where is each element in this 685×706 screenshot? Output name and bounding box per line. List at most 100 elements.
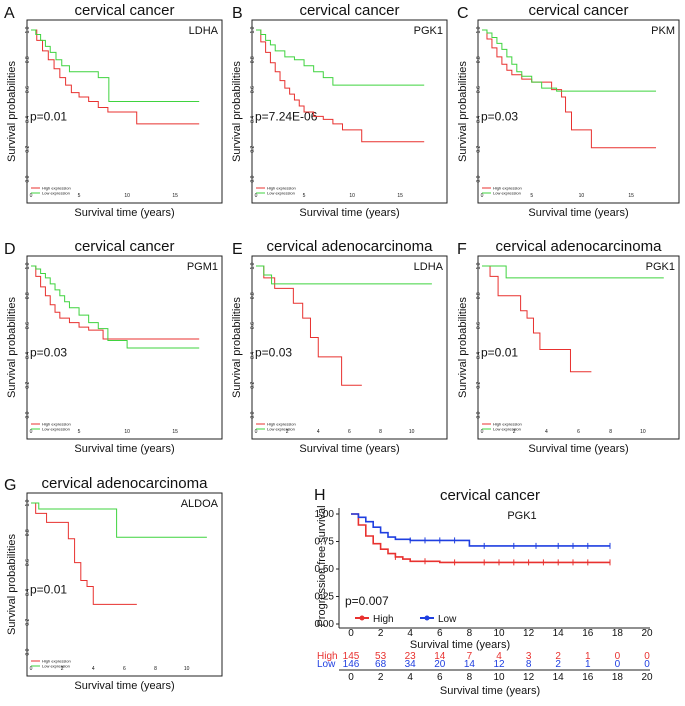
x-tick-label: 15 bbox=[397, 193, 403, 199]
panel-title: cervical cancer bbox=[440, 487, 540, 504]
x-tick-label: 2 bbox=[378, 628, 384, 639]
y-tick-label: 0.0 bbox=[476, 411, 482, 418]
y-tick-label: 0.4 bbox=[476, 352, 482, 359]
y-axis-label: Survival probabilities bbox=[6, 534, 18, 635]
risk-low-label: Low bbox=[317, 659, 336, 670]
x-tick-label: 15 bbox=[628, 193, 634, 199]
gene-label: PGM1 bbox=[187, 261, 218, 273]
risk-x-tick-label: 16 bbox=[582, 672, 594, 683]
y-tick-label: 0.2 bbox=[250, 382, 256, 389]
km-curve-high bbox=[482, 29, 657, 149]
risk-high-count: 23 bbox=[405, 651, 417, 662]
plot-frame bbox=[26, 492, 223, 677]
legend-label: High expression bbox=[493, 422, 522, 427]
km-curve-low bbox=[31, 502, 207, 538]
x-tick-label: 15 bbox=[172, 193, 178, 199]
x-tick-label: 4 bbox=[407, 628, 413, 639]
p-value: p=0.01 bbox=[481, 345, 518, 359]
y-tick-label: 0.4 bbox=[25, 589, 31, 596]
risk-x-tick-label: 2 bbox=[378, 672, 384, 683]
x-tick-label: 10 bbox=[579, 193, 585, 199]
y-tick-label: 0.00 bbox=[315, 619, 335, 630]
x-axis-label: Survival time (years) bbox=[528, 443, 628, 455]
y-axis-label: Survival probabilities bbox=[6, 61, 18, 162]
km-curve-high bbox=[482, 265, 592, 373]
x-tick-label: 20 bbox=[641, 628, 653, 639]
x-tick-label: 6 bbox=[348, 429, 351, 435]
legend-label: Low expression bbox=[42, 427, 70, 432]
y-tick-label: 1.0 bbox=[476, 262, 482, 269]
y-axis-label: Progression free survival bbox=[316, 505, 328, 626]
risk-high-count: 4 bbox=[496, 651, 502, 662]
p-value: p=0.01 bbox=[30, 582, 67, 596]
x-tick-label: 0 bbox=[255, 429, 258, 435]
y-tick-label: 0.8 bbox=[25, 56, 31, 63]
risk-high-count: 53 bbox=[375, 651, 387, 662]
risk-high-count: 3 bbox=[526, 651, 532, 662]
y-tick-label: 0.50 bbox=[315, 564, 335, 575]
legend-label: Low expression bbox=[267, 427, 295, 432]
x-tick-label: 0 bbox=[481, 429, 484, 435]
legend-label: Low bbox=[438, 614, 457, 625]
legend-label: High expression bbox=[42, 422, 71, 427]
legend-label: Low expression bbox=[42, 191, 70, 196]
x-tick-label: 0 bbox=[481, 193, 484, 199]
legend-label: High expression bbox=[42, 659, 71, 664]
legend-label: High expression bbox=[493, 186, 522, 191]
x-tick-label: 8 bbox=[154, 666, 157, 672]
risk-low-count: 0 bbox=[615, 659, 621, 670]
y-tick-label: 1.0 bbox=[25, 26, 31, 33]
x-tick-label: 10 bbox=[184, 666, 190, 672]
risk-x-tick-label: 8 bbox=[467, 672, 473, 683]
risk-low-count: 14 bbox=[464, 659, 476, 670]
x-tick-label: 15 bbox=[172, 429, 178, 435]
y-tick-label: 0.2 bbox=[25, 146, 31, 153]
x-tick-label: 18 bbox=[612, 628, 624, 639]
risk-low-count: 68 bbox=[375, 659, 387, 670]
y-axis-label: Survival probabilities bbox=[6, 297, 18, 398]
panel-title: cervical cancer bbox=[528, 2, 628, 19]
x-tick-label: 8 bbox=[467, 628, 473, 639]
km-curve-low bbox=[482, 265, 664, 279]
panel-letter: A bbox=[4, 5, 15, 22]
x-tick-label: 5 bbox=[78, 193, 81, 199]
gene-label: PGK1 bbox=[646, 261, 675, 273]
x-tick-label: 2 bbox=[61, 666, 64, 672]
risk-low-count: 0 bbox=[644, 659, 650, 670]
y-tick-label: 0.2 bbox=[25, 382, 31, 389]
gene-label: LDHA bbox=[414, 261, 444, 273]
p-value: p=7.24E-06 bbox=[255, 109, 318, 123]
km-curve-low bbox=[351, 513, 610, 547]
x-tick-label: 6 bbox=[123, 666, 126, 672]
y-tick-label: 0.0 bbox=[25, 175, 31, 182]
y-tick-label: 0.25 bbox=[315, 592, 335, 603]
x-tick-label: 5 bbox=[78, 429, 81, 435]
panel-letter: D bbox=[4, 241, 16, 258]
risk-high-count: 2 bbox=[555, 651, 561, 662]
km-curve-low bbox=[31, 29, 200, 103]
risk-high-count: 0 bbox=[644, 651, 650, 662]
x-tick-label: 6 bbox=[577, 429, 580, 435]
y-tick-label: 0.4 bbox=[25, 116, 31, 123]
km-curve-low bbox=[482, 29, 657, 92]
y-tick-label: 0.8 bbox=[25, 529, 31, 536]
panel-title: cervical adenocarcinoma bbox=[42, 475, 209, 492]
x-tick-label: 8 bbox=[609, 429, 612, 435]
x-tick-label: 2 bbox=[513, 429, 516, 435]
y-tick-label: 0.75 bbox=[315, 537, 335, 548]
panel-letter: H bbox=[314, 487, 326, 504]
y-tick-label: 0.6 bbox=[250, 322, 256, 329]
y-tick-label: 0.8 bbox=[250, 292, 256, 299]
x-tick-label: 2 bbox=[286, 429, 289, 435]
legend-label: Low expression bbox=[493, 427, 521, 432]
y-tick-label: 0.2 bbox=[476, 146, 482, 153]
y-tick-label: 1.0 bbox=[476, 26, 482, 33]
y-axis-label: Survival probabilities bbox=[231, 297, 243, 398]
gene-label: LDHA bbox=[189, 25, 219, 37]
y-tick-label: 0.6 bbox=[250, 86, 256, 93]
y-tick-label: 0.4 bbox=[476, 116, 482, 123]
x-tick-label: 6 bbox=[437, 628, 443, 639]
panel-title: cervical cancer bbox=[74, 2, 174, 19]
y-tick-label: 0.0 bbox=[250, 411, 256, 418]
